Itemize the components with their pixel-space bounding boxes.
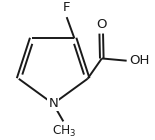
- Text: F: F: [63, 1, 70, 14]
- Text: O: O: [96, 18, 106, 31]
- Text: N: N: [48, 97, 58, 110]
- Text: OH: OH: [129, 54, 150, 67]
- Text: CH$_3$: CH$_3$: [52, 124, 77, 139]
